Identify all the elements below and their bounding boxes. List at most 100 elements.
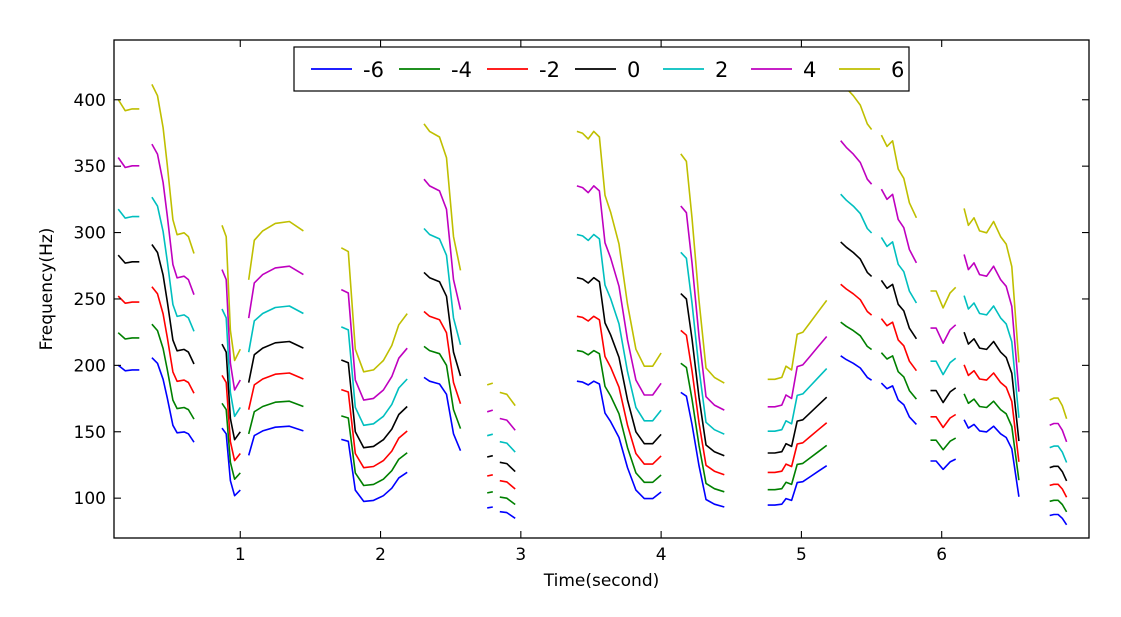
series-4-segment bbox=[340, 288, 408, 401]
legend-item--4: -4 bbox=[399, 58, 472, 82]
series--6-segment bbox=[151, 357, 195, 443]
series-2-segment bbox=[576, 233, 662, 422]
series--4-segment bbox=[767, 444, 828, 491]
legend-item--6: -6 bbox=[311, 58, 384, 82]
y-tick-label: 250 bbox=[74, 290, 106, 310]
series--6-segment bbox=[221, 427, 241, 497]
series--4-segment bbox=[499, 496, 516, 506]
series--2-segment bbox=[221, 374, 241, 462]
series-0-segment bbox=[423, 271, 462, 377]
series-2-segment bbox=[880, 236, 918, 304]
plot-frame bbox=[113, 39, 1090, 539]
series--4-segment bbox=[963, 393, 1020, 481]
series-2-segment bbox=[840, 193, 873, 234]
legend-label: 0 bbox=[627, 58, 640, 82]
series--2-segment bbox=[963, 364, 1020, 462]
series--4 bbox=[117, 321, 1068, 513]
series-0-segment bbox=[151, 244, 195, 365]
series--2-segment bbox=[487, 474, 493, 477]
series-4-segment bbox=[151, 143, 195, 295]
series-2-segment bbox=[930, 357, 957, 376]
series-4-segment bbox=[423, 178, 462, 310]
series--6-segment bbox=[767, 465, 828, 506]
legend-item-6: 6 bbox=[839, 58, 904, 82]
x-tick-label: 3 bbox=[515, 545, 526, 565]
series-4-segment bbox=[880, 188, 918, 264]
series-0-segment bbox=[499, 461, 516, 473]
series-6-segment bbox=[423, 123, 462, 271]
x-axis: 1 2 3 4 5 6 bbox=[235, 40, 947, 565]
series--2-segment bbox=[247, 372, 304, 410]
series--2-segment bbox=[680, 329, 725, 476]
series--4-segment bbox=[680, 362, 725, 493]
series--4-segment bbox=[930, 437, 957, 451]
x-axis-label: Time(second) bbox=[543, 571, 660, 591]
series-0-segment bbox=[880, 279, 918, 340]
series-4-segment bbox=[117, 157, 140, 169]
legend-label: -6 bbox=[363, 58, 384, 82]
series-4 bbox=[117, 140, 1068, 443]
legend-label: 6 bbox=[891, 58, 904, 82]
series--6-segment bbox=[1049, 513, 1068, 526]
series-2-segment bbox=[767, 368, 828, 432]
series--4-segment bbox=[1049, 499, 1068, 513]
series-0 bbox=[117, 241, 1068, 482]
series--6-segment bbox=[680, 391, 725, 508]
series--6 bbox=[117, 355, 1068, 526]
series-4-segment bbox=[840, 140, 873, 185]
series--6-segment bbox=[880, 382, 917, 425]
series-6-segment bbox=[247, 220, 304, 280]
series-4-segment bbox=[1049, 422, 1068, 443]
series-2-segment bbox=[117, 208, 140, 219]
y-tick-label: 100 bbox=[74, 489, 106, 509]
series-2-segment bbox=[340, 326, 408, 427]
legend-label: -2 bbox=[539, 58, 560, 82]
series-2-segment bbox=[221, 308, 241, 418]
y-tick-label: 300 bbox=[74, 224, 106, 244]
series-2-segment bbox=[963, 295, 1020, 418]
series--2-segment bbox=[151, 286, 195, 394]
series-6-segment bbox=[151, 84, 195, 254]
series--4-segment bbox=[151, 323, 195, 420]
series--2-segment bbox=[880, 318, 918, 372]
series-6-segment bbox=[221, 225, 242, 362]
series-0-segment bbox=[247, 340, 304, 383]
series-0-segment bbox=[117, 254, 140, 264]
legend: -6 -4 -2 0 2 4 6 bbox=[293, 46, 910, 92]
series-4-segment bbox=[499, 417, 516, 431]
series--2-segment bbox=[767, 422, 828, 474]
series--4-segment bbox=[341, 415, 408, 487]
y-tick-label: 200 bbox=[74, 356, 106, 376]
series-4-segment bbox=[680, 205, 725, 411]
legend-item-2: 2 bbox=[663, 58, 728, 82]
series--6-segment bbox=[487, 506, 493, 509]
series-6-segment bbox=[880, 134, 918, 219]
legend-label: 2 bbox=[715, 58, 728, 82]
series-6-segment bbox=[576, 130, 662, 367]
legend-item-4: 4 bbox=[751, 58, 816, 82]
series-4-segment bbox=[576, 185, 662, 396]
series--2-segment bbox=[341, 388, 408, 469]
y-tick-label: 400 bbox=[74, 91, 106, 111]
series--6-segment bbox=[963, 419, 1020, 497]
series-4-segment bbox=[930, 324, 957, 344]
series--4-segment bbox=[487, 491, 493, 494]
series-6-segment bbox=[1049, 397, 1068, 419]
series-0-segment bbox=[576, 276, 662, 445]
series-2-segment bbox=[423, 227, 462, 346]
series-6-segment bbox=[767, 299, 828, 381]
series--6-segment bbox=[930, 458, 957, 471]
series-0-segment bbox=[487, 454, 493, 458]
series-0-segment bbox=[963, 331, 1020, 442]
series--2-segment bbox=[499, 479, 516, 490]
series-6-segment bbox=[930, 286, 957, 309]
x-tick-label: 1 bbox=[235, 545, 246, 565]
series--2-segment bbox=[576, 315, 662, 465]
series-4-segment bbox=[247, 265, 304, 319]
series-0-segment bbox=[221, 343, 241, 441]
series-6-segment bbox=[499, 391, 516, 407]
legend-item-0: 0 bbox=[575, 58, 640, 82]
series--2-segment bbox=[117, 295, 140, 304]
series-4-segment bbox=[963, 254, 1020, 392]
series--4-segment bbox=[880, 352, 918, 400]
